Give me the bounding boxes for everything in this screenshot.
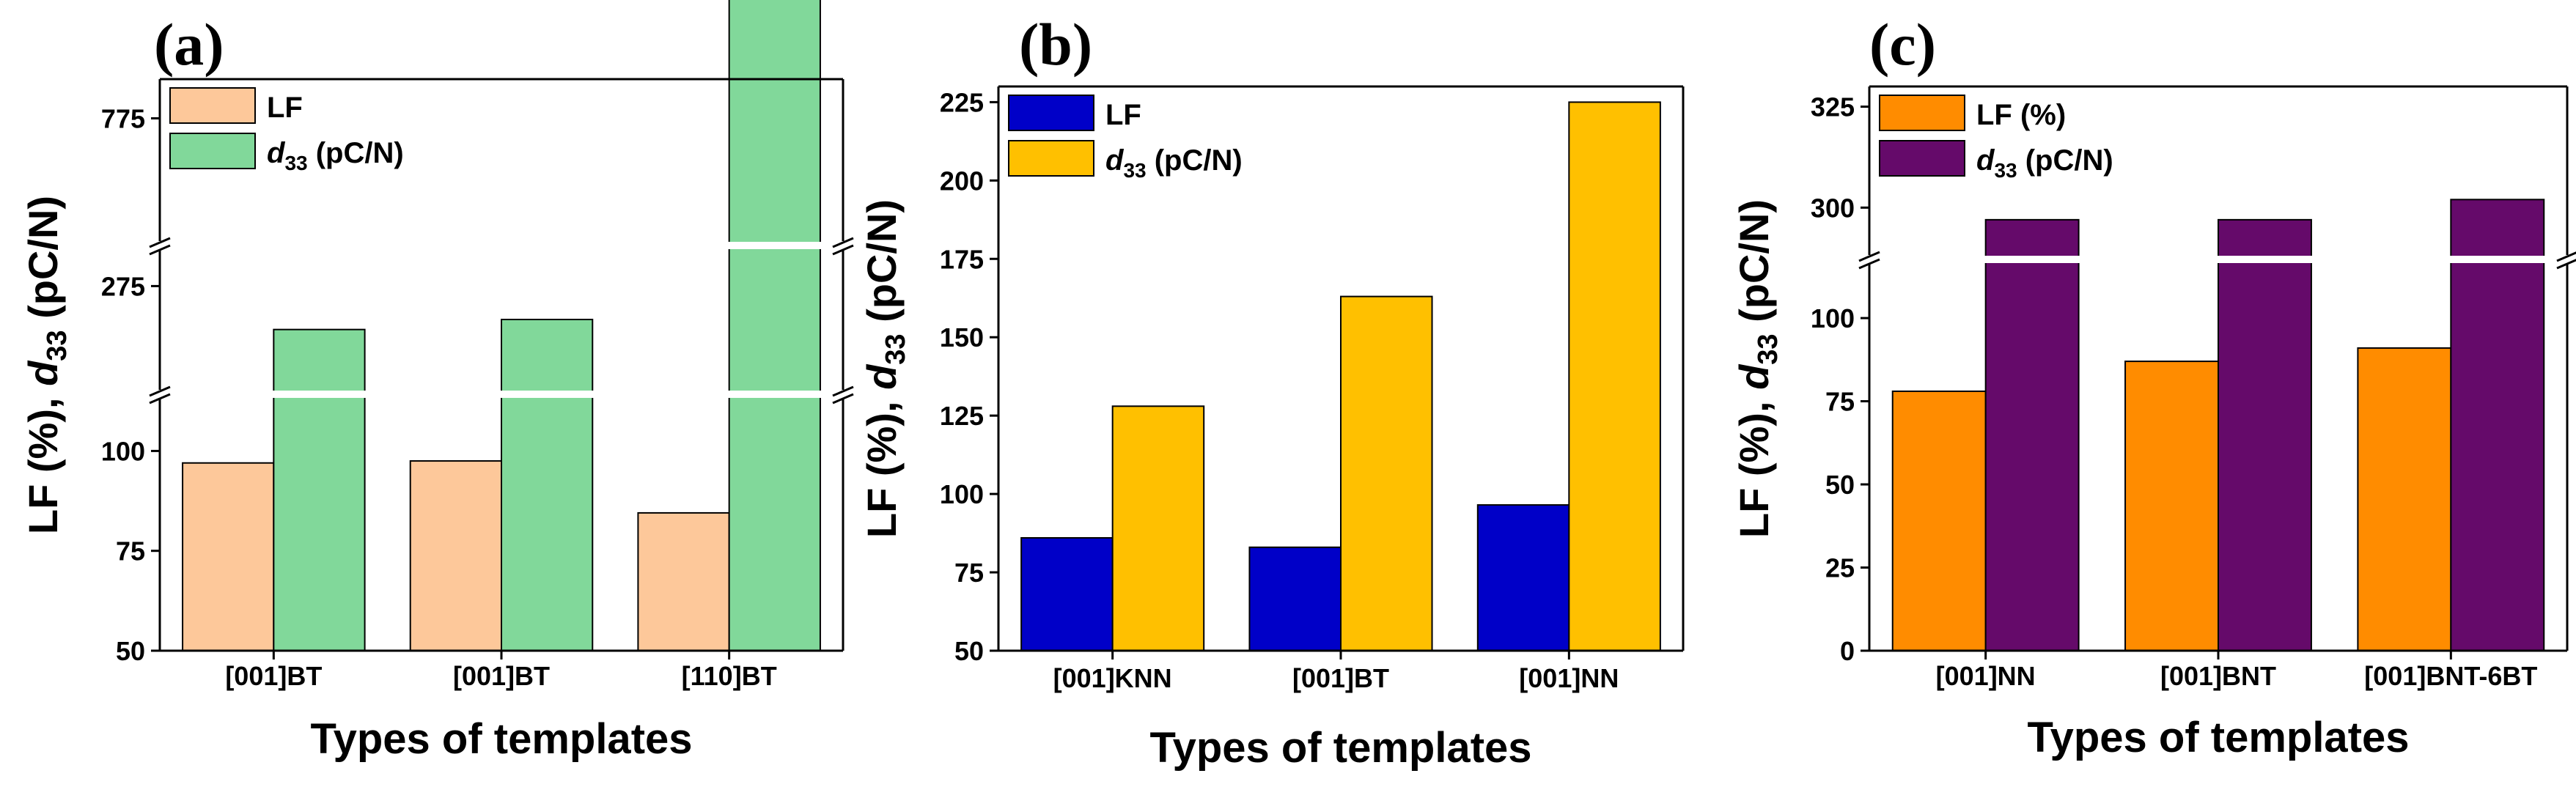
panel-label: (a)	[154, 11, 224, 78]
y-tick-label: 325	[1811, 92, 1855, 122]
y-tick-label: 150	[940, 322, 984, 352]
axis-break-mark-1-1	[1858, 251, 1880, 262]
legend-label-1: LF	[1105, 99, 1141, 131]
y-tick-label: 75	[954, 558, 984, 588]
x-axis-title: Types of templates	[1149, 724, 1531, 772]
bar-d33-1	[273, 328, 366, 651]
legend-swatch-2	[1879, 140, 1965, 177]
x-tick-label: [001]NN	[1519, 663, 1619, 693]
bar-d33-1	[1984, 218, 2080, 652]
axis-break-band-1	[1858, 256, 2576, 263]
bar-lf-1	[1020, 537, 1114, 651]
bar-d33-2	[2218, 218, 2312, 652]
bar-lf-2	[409, 460, 503, 651]
x-tick-label: [001]BT	[453, 661, 550, 691]
y-tick-label: 100	[101, 436, 145, 466]
y-axis-title: LF (%), d33 (pC/N)	[858, 199, 911, 538]
legend-label-2: d33 (pC/N)	[267, 137, 404, 174]
x-tick-label: [001]BNT-6BT	[2364, 661, 2537, 691]
y-tick-label: 775	[101, 104, 145, 134]
axis-break-mark-1-1	[149, 237, 171, 248]
y-axis-title: LF (%), d33 (pC/N)	[1731, 199, 1784, 538]
x-axis-title: Types of templates	[2027, 714, 2409, 761]
chart-panel-1: 50 75 100 275 775 [001]BT [001]BT [110]BT Types …	[20, 0, 855, 763]
y-tick-label: 0	[1840, 636, 1855, 666]
y-tick-label: 225	[940, 87, 984, 117]
bar-d33-3	[1568, 101, 1661, 651]
legend-swatch-1	[169, 87, 256, 124]
bar-lf-3	[2357, 347, 2452, 651]
axis-break-mark-1-2	[832, 237, 854, 248]
bar-lf-3	[1476, 504, 1570, 651]
y-axis-title: LF (%), d33 (pC/N)	[20, 196, 73, 534]
axis-break-mark-2-1	[149, 385, 171, 397]
y-tick-label: 50	[116, 636, 145, 666]
chart-panel-2: 50 75 100 125 150 175 200 225 [001]KNN [001]BT [00…	[858, 11, 1685, 772]
x-tick-label: [001]BNT	[2160, 661, 2276, 691]
legend-label-2: d33 (pC/N)	[1976, 144, 2113, 182]
axis-break-mark-2-2	[832, 385, 854, 397]
bar-lf-2	[1248, 546, 1342, 651]
axis-break-mark-1-2	[2556, 251, 2576, 262]
legend-label-1: LF	[267, 92, 303, 124]
x-tick-label: [110]BT	[682, 661, 777, 691]
y-tick-label: 50	[954, 636, 984, 666]
y-tick-label: 100	[1811, 303, 1855, 333]
bar-d33-3	[2450, 199, 2545, 651]
y-tick-label: 25	[1825, 553, 1855, 583]
axis-break-band-2	[148, 391, 855, 398]
y-tick-label: 275	[101, 271, 145, 301]
legend-swatch-2	[169, 133, 256, 169]
panel-label: (c)	[1869, 11, 1936, 78]
legend-swatch-1	[1008, 95, 1094, 131]
y-tick-label: 200	[940, 166, 984, 196]
bar-lf-1	[1891, 390, 1987, 651]
x-tick-label: [001]NN	[1936, 661, 2036, 691]
x-axis-title: Types of templates	[310, 715, 692, 763]
bar-d33-3	[728, 0, 821, 652]
y-tick-label: 50	[1825, 470, 1855, 500]
y-tick-label: 100	[940, 479, 984, 509]
legend-label-1: LF (%)	[1976, 99, 2066, 131]
legend-swatch-1	[1879, 95, 1965, 131]
y-tick-label: 75	[1825, 387, 1855, 417]
bar-lf-3	[637, 511, 730, 652]
x-tick-label: [001]KNN	[1053, 663, 1172, 693]
bar-d33-2	[1340, 295, 1433, 651]
legend-swatch-2	[1008, 140, 1094, 177]
y-tick-label: 75	[116, 536, 145, 566]
bar-d33-1	[1111, 405, 1205, 651]
x-tick-label: [001]BT	[225, 661, 322, 691]
chart-panel-3: 0 25 50 75 100 300 325 [001]NN [001]BNT [001]BNT-…	[1731, 11, 2576, 761]
bar-lf-2	[2124, 361, 2219, 651]
x-tick-label: [001]BT	[1292, 663, 1389, 693]
legend-label-2: d33 (pC/N)	[1105, 144, 1243, 182]
y-tick-label: 125	[940, 401, 984, 431]
bar-d33-2	[501, 319, 594, 651]
panel-label: (b)	[1019, 11, 1092, 78]
y-tick-label: 300	[1811, 193, 1855, 223]
y-tick-label: 175	[940, 244, 984, 274]
bar-lf-1	[182, 462, 275, 651]
axis-break-band-1	[148, 242, 855, 249]
